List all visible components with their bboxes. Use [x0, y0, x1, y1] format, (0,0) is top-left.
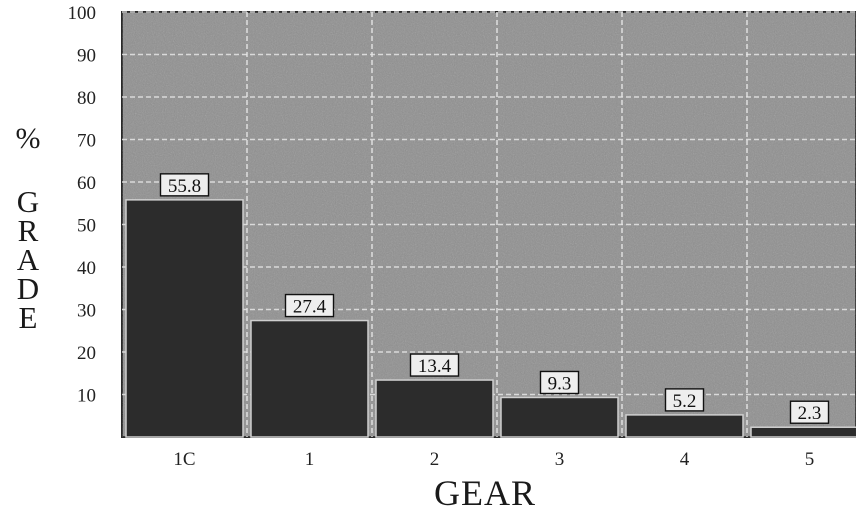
gridlines	[122, 11, 856, 437]
x-tick-label: 1C	[173, 449, 195, 470]
y-tick-label: 60	[77, 173, 96, 194]
y-tick-label: 90	[77, 46, 96, 67]
x-axis-title: GEAR	[434, 473, 536, 513]
bar-3	[500, 396, 619, 438]
y-tick-label: 20	[77, 343, 96, 364]
data-label-box	[789, 400, 830, 424]
bar-1C	[125, 199, 244, 438]
data-label: 9.3	[548, 373, 572, 394]
data-labels: 55.8 27.4 13.4 9.3 5.2 2.3	[159, 173, 830, 424]
data-label-box	[284, 293, 335, 318]
data-label: 13.4	[418, 356, 452, 377]
y-tick-label: 50	[77, 216, 96, 237]
data-label: 5.2	[673, 391, 697, 412]
x-tick-label: 3	[555, 449, 565, 470]
data-label-box	[409, 353, 460, 377]
bar-4	[625, 414, 744, 438]
x-tick-label: 5	[805, 449, 815, 470]
x-tick-label: 2	[430, 449, 440, 470]
bar-5	[750, 426, 856, 438]
data-label: 55.8	[168, 176, 201, 197]
data-label: 27.4	[293, 297, 327, 318]
y-tick-label: 10	[77, 386, 96, 407]
bar-2	[375, 379, 494, 438]
y-tick-label: 70	[77, 131, 96, 152]
x-tick-label: 4	[680, 449, 690, 470]
y-tick-label: 40	[77, 258, 96, 279]
y-tick-label: 80	[77, 88, 96, 109]
data-label: 2.3	[798, 403, 822, 424]
bars	[125, 199, 856, 438]
data-label-box	[159, 173, 210, 197]
bar-1	[250, 319, 369, 438]
data-label-box	[539, 370, 580, 395]
y-tick-label: 100	[68, 3, 97, 24]
x-tick-label: 1	[305, 449, 315, 470]
x-tick-labels: 1C 1 2 3 4 5	[173, 449, 814, 470]
y-tick-labels: 10 20 30 40 50 60 70 80 90 100	[68, 3, 97, 407]
y-axis-unit: %	[16, 122, 41, 155]
y-tick-label: 30	[77, 301, 96, 322]
data-label-box	[664, 388, 705, 412]
